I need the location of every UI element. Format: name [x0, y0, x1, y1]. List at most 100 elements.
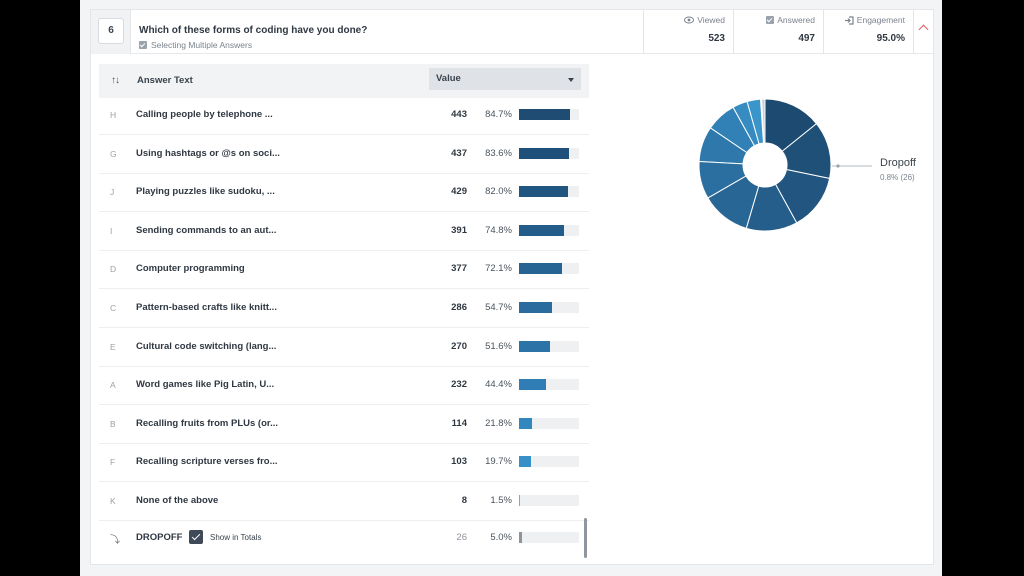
- dropoff-percent: 5.0%: [490, 532, 512, 543]
- table-row[interactable]: C Pattern-based crafts like knitt... 286 54…: [99, 289, 589, 328]
- show-in-totals-checkbox[interactable]: [189, 530, 203, 544]
- row-letter: I: [110, 225, 113, 236]
- row-answer-text: Calling people by telephone ...: [136, 109, 273, 120]
- row-answer-text: Playing puzzles like sudoku, ...: [136, 186, 275, 198]
- row-bar-fill: [519, 263, 563, 275]
- row-letter: A: [110, 380, 116, 391]
- column-answer-text[interactable]: Answer Text: [137, 75, 193, 86]
- row-bar-track: [519, 456, 579, 468]
- table-row[interactable]: B Recalling fruits from PLUs (or... 114 21.…: [99, 405, 589, 444]
- dropoff-arrow-icon: ⤵: [110, 535, 120, 546]
- stat-engagement-label: Engagement: [856, 15, 905, 25]
- caret-down-icon: [568, 78, 574, 82]
- dropoff-bar-track: [519, 532, 579, 543]
- stat-viewed: Viewed 523: [643, 10, 733, 54]
- question-header: 6 Which of these forms of coding have yo…: [91, 10, 935, 54]
- checkbox-icon: [766, 16, 775, 24]
- row-bar-track: [519, 379, 579, 391]
- table-row[interactable]: K None of the above 8 1.5%: [99, 482, 589, 521]
- stat-viewed-value: 523: [708, 33, 725, 44]
- question-number: 6: [98, 18, 124, 44]
- table-row[interactable]: D Computer programming 377 72.1%: [99, 250, 589, 290]
- stat-engagement-value: 95.0%: [876, 33, 905, 44]
- row-answer-text: Using hashtags or @s on soci...: [136, 147, 280, 159]
- table-row[interactable]: G Using hashtags or @s on soci... 437 83.6%: [99, 135, 589, 174]
- row-answer-text: Recalling fruits from PLUs (or...: [136, 417, 278, 429]
- row-bar-track: [519, 224, 579, 236]
- row-count: 429: [451, 186, 467, 198]
- stat-engagement: Engagement 95.0%: [823, 10, 913, 54]
- question-subtitle-text: Selecting Multiple Answers: [151, 40, 253, 50]
- row-bar-fill: [519, 186, 569, 198]
- collapse-button[interactable]: [913, 10, 935, 54]
- row-count: 286: [451, 302, 467, 313]
- table-row[interactable]: A Word games like Pig Latin, U... 232 44.4%: [99, 366, 589, 406]
- row-percent: 51.6%: [485, 340, 512, 352]
- row-count: 391: [451, 224, 467, 236]
- row-count: 8: [461, 495, 467, 506]
- row-percent: 19.7%: [485, 456, 512, 468]
- row-bar-track: [519, 495, 579, 506]
- column-value-label: Value: [436, 73, 461, 84]
- row-bar-fill: [519, 224, 564, 236]
- dropoff-row: ⤵ DROPOFF Show in Totals 26 5.0%: [99, 519, 589, 558]
- checkbox-icon: [139, 41, 147, 49]
- row-answer-text: Cultural code switching (lang...: [136, 340, 277, 352]
- stat-answered-label: Answered: [777, 15, 815, 25]
- row-letter: B: [110, 418, 116, 429]
- table-row[interactable]: E Cultural code switching (lang... 270 51.6…: [99, 328, 589, 367]
- row-letter: F: [110, 457, 116, 468]
- row-letter: C: [110, 303, 117, 313]
- row-letter: E: [110, 341, 116, 352]
- row-percent: 74.8%: [485, 224, 512, 236]
- table-row[interactable]: F Recalling scripture verses fro... 103 19.…: [99, 443, 589, 483]
- question-panel: 6 Which of these forms of coding have yo…: [90, 9, 935, 565]
- question-title: Which of these forms of coding have you …: [139, 25, 368, 36]
- row-answer-text: Sending commands to an aut...: [136, 224, 277, 236]
- row-bar-track: [519, 302, 579, 313]
- row-letter: H: [110, 110, 117, 120]
- row-bar-fill: [519, 340, 550, 352]
- row-bar-track: [519, 147, 579, 159]
- row-bar-fill: [519, 417, 533, 429]
- row-bar-fill: [519, 456, 531, 468]
- row-bar-track: [519, 417, 579, 429]
- row-letter: G: [110, 148, 117, 159]
- table-row[interactable]: J Playing puzzles like sudoku, ... 429 82.0…: [99, 173, 589, 213]
- row-bar-track: [519, 109, 579, 120]
- row-letter: J: [110, 187, 115, 198]
- row-count: 437: [451, 147, 467, 159]
- question-subtitle: Selecting Multiple Answers: [139, 40, 252, 50]
- show-in-totals-label: Show in Totals: [210, 533, 262, 542]
- stat-viewed-label: Viewed: [697, 15, 725, 25]
- row-percent: 83.6%: [485, 147, 512, 159]
- table-row[interactable]: I Sending commands to an aut... 391 74.8%: [99, 212, 589, 251]
- row-answer-text: Word games like Pig Latin, U...: [136, 379, 275, 391]
- row-answer-text: Pattern-based crafts like knitt...: [136, 302, 277, 313]
- row-bar-fill: [519, 147, 570, 159]
- dropoff-label: DROPOFF: [136, 532, 183, 543]
- row-bar-track: [519, 263, 579, 275]
- row-bar-fill: [519, 109, 570, 120]
- row-letter: K: [110, 496, 116, 506]
- row-bar-fill: [519, 495, 520, 506]
- row-percent: 82.0%: [485, 186, 512, 198]
- row-percent: 84.7%: [485, 109, 512, 120]
- scrollbar[interactable]: [584, 518, 587, 558]
- donut-legend-label: Dropoff: [880, 157, 916, 169]
- stat-answered-value: 497: [798, 33, 815, 44]
- table-row[interactable]: H Calling people by telephone ... 443 84.7%: [99, 96, 589, 135]
- row-letter: D: [110, 264, 117, 275]
- row-count: 443: [451, 109, 467, 120]
- sign-in-icon: [844, 15, 854, 25]
- donut-legend-sub: 0.8% (26): [880, 173, 915, 182]
- row-bar-track: [519, 186, 579, 198]
- row-percent: 1.5%: [490, 495, 512, 506]
- dropoff-bar-fill: [519, 532, 522, 543]
- row-bar-fill: [519, 302, 552, 313]
- row-bar-fill: [519, 379, 546, 391]
- question-number-box: 6: [91, 10, 131, 54]
- sort-icon[interactable]: ↑↓: [111, 75, 120, 86]
- dropoff-count: 26: [456, 532, 467, 543]
- column-value-dropdown[interactable]: Value: [429, 68, 581, 90]
